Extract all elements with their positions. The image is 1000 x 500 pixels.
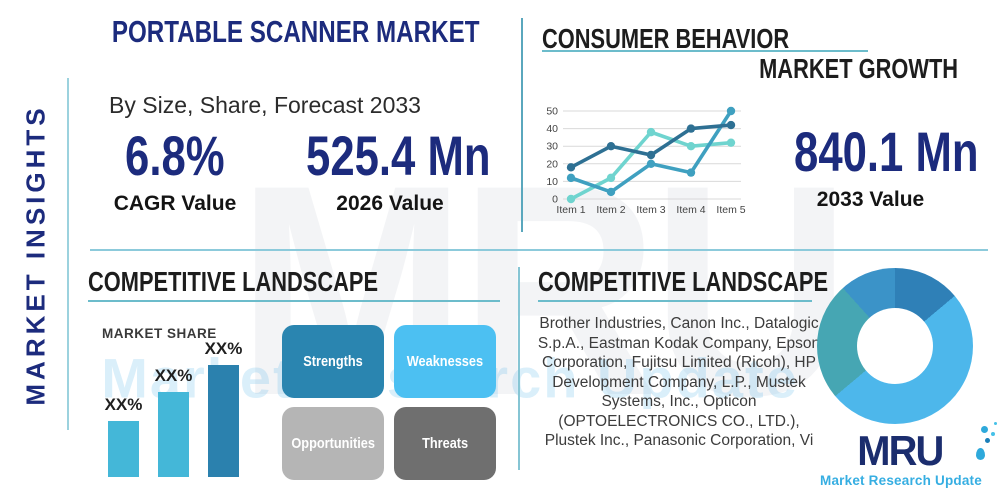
mru-logo-text: MRU [857,427,944,474]
logo-splash-icon [985,438,991,443]
data-point-medium-teal [566,173,576,183]
swot-grid: Strengths Weaknesses Opportunities Threa… [282,325,496,480]
sidebar-vertical-title: MARKET INSIGHTS [20,104,51,406]
mru-logo-tagline: Market Research Update [820,473,982,488]
data-point-dark-blue [686,124,696,133]
competitive-landscape-right-heading: COMPETITIVE LANDSCAPE [538,266,829,297]
competitive-landscape-left-underline [88,300,500,302]
logo-splash-icon [994,422,998,425]
bar-value-label: XX% [204,339,243,358]
value-2026: 525.4 Mn [306,124,491,187]
data-point-light-teal [606,173,616,183]
swot-weaknesses-card: Weaknesses [394,325,496,398]
data-point-light-teal [686,142,696,151]
data-point-light-teal [566,194,576,204]
swot-strengths-card: Strengths [282,325,384,398]
bar-value-label: XX% [104,395,143,414]
consumer-behavior-line-chart: 0 10 20 30 40 50 Item 1 Item 2 Item 3 Item 4 Item … [533,106,751,226]
competitive-landscape-right-underline [538,300,812,302]
value-2033-label: 2033 Value [816,188,925,211]
cagr-value: 6.8% [125,124,225,187]
mru-logo: MRU Market Research Update [820,422,998,488]
data-point-light-teal [646,127,656,137]
bottom-vertical-divider-line [518,267,520,470]
consumer-behavior-underline [542,50,868,52]
data-point-medium-teal [606,187,616,197]
data-point-dark-blue [566,163,576,172]
y-axis-tick-label: 10 [546,176,558,188]
data-point-dark-blue [606,142,616,151]
market-share-bar [208,365,239,477]
data-point-dark-blue [646,150,656,160]
logo-splash-icon [981,426,989,433]
logo-splash-icon [991,432,996,436]
y-axis-tick-label: 0 [552,194,558,206]
data-point-light-teal [726,138,736,147]
page-title-text: PORTABLE SCANNER MARKET [111,14,480,49]
page-subtitle: By Size, Share, Forecast 2033 [109,92,421,118]
swot-threats-label: Threats [421,435,469,452]
bar-value-label: XX% [154,366,193,385]
swot-weaknesses-label: Weaknesses [406,353,484,370]
x-axis-tick-label: Item 4 [676,204,705,216]
consumer-behavior-heading: CONSUMER BEHAVIOR [542,23,790,54]
x-axis-tick-label: Item 2 [596,204,625,216]
x-axis-tick-label: Item 3 [636,204,665,216]
cagr-label: CAGR Value [113,192,237,215]
swot-threats-card: Threats [394,407,496,480]
swot-strengths-label: Strengths [303,353,363,370]
x-axis-tick-label: Item 1 [556,204,585,216]
y-axis-tick-label: 40 [546,123,558,135]
background-watermark-letters: MRU [236,122,851,458]
x-axis-tick-label: Item 5 [716,204,745,216]
stat-2033-value: 840.1 Mn 2033 Value [768,120,979,212]
value-2033: 840.1 Mn [794,120,979,183]
horizontal-divider-line [90,249,988,251]
data-point-dark-blue [726,120,736,130]
donut-hole [857,308,933,384]
data-point-medium-teal [726,106,736,116]
market-share-bar [158,392,189,477]
swot-opportunities-card: Opportunities [282,407,384,480]
y-axis-tick-label: 50 [546,106,558,118]
market-share-bar-chart: XX% XX% XX% [100,339,260,477]
line-chart-svg: 0 10 20 30 40 50 Item 1 Item 2 Item 3 Item 4 Item … [546,106,745,217]
swot-opportunities-label: Opportunities [291,435,375,452]
value-2026-label: 2026 Value [336,192,444,215]
logo-splash-icon [976,448,986,460]
stat-cagr: 6.8% CAGR Value [80,128,270,216]
data-point-medium-teal [686,168,696,177]
data-point-medium-teal [646,159,656,168]
market-growth-heading: MARKET GROWTH [759,53,958,84]
stat-2026-value: 525.4 Mn 2026 Value [280,128,500,216]
sidebar-divider-line [67,78,69,430]
market-share-bar [108,421,139,477]
competitive-landscape-left-heading: COMPETITIVE LANDSCAPE [88,266,379,297]
page-title: PORTABLE SCANNER MARKET [60,14,480,50]
y-axis-tick-label: 30 [546,141,558,153]
company-list: Brother Industries, Canon Inc., Datalogi… [537,315,821,449]
y-axis-tick-label: 20 [546,158,558,170]
top-vertical-divider-line [521,18,523,232]
market-share-chart-title: MARKET SHARE [102,326,217,341]
